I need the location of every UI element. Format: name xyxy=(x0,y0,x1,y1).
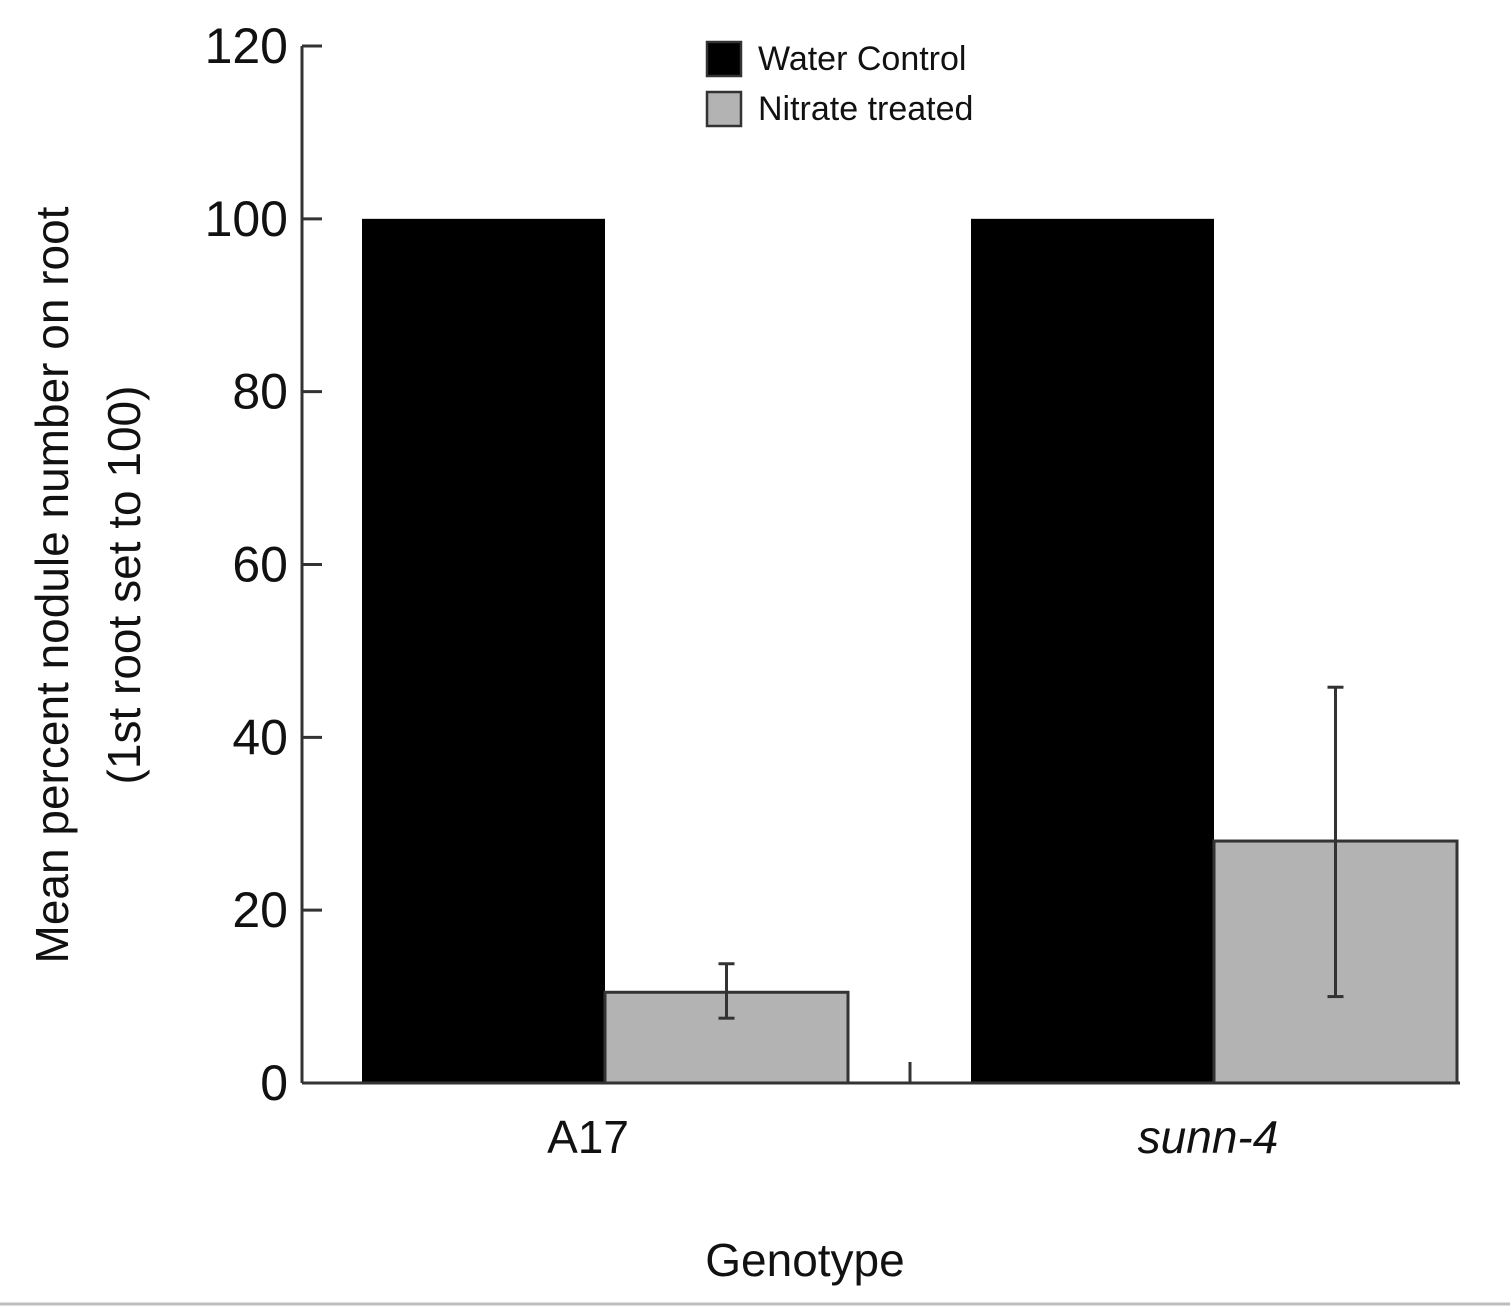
legend-label-water-control: Water Control xyxy=(758,40,966,78)
y-tick-label: 60 xyxy=(232,537,288,593)
y-axis-title-group: Mean percent nodule number on root (1st … xyxy=(26,206,150,963)
y-tick-label: 120 xyxy=(205,18,288,74)
legend-label-nitrate-treated: Nitrate treated xyxy=(758,90,973,128)
y-tick-label: 100 xyxy=(205,191,288,247)
category-label-A17: A17 xyxy=(547,1111,629,1163)
bars xyxy=(362,218,1459,1085)
x-axis-title: Genotype xyxy=(705,1234,904,1286)
x-axis-category-labels: A17 sunn-4 xyxy=(547,1111,1278,1163)
y-tick-label: 20 xyxy=(232,882,288,938)
y-axis-title-line-2: (1st root set to 100) xyxy=(98,386,150,785)
y-tick-label: 0 xyxy=(260,1055,288,1111)
category-label-sunn-4: sunn-4 xyxy=(1138,1111,1279,1163)
legend: Water Control Nitrate treated xyxy=(705,40,973,128)
y-axis-ticks: 0 20 40 60 80 100 120 xyxy=(205,18,322,1111)
y-tick-label: 40 xyxy=(232,709,288,765)
legend-swatch-nitrate-treated xyxy=(705,90,743,128)
y-tick-label: 80 xyxy=(232,364,288,420)
y-axis-title-line-1: Mean percent nodule number on root xyxy=(26,206,78,963)
error-bars xyxy=(718,685,1344,1020)
legend-swatch-water-control xyxy=(705,40,743,78)
bar-water-control-A17 xyxy=(362,218,605,1084)
bar-water-control-sunn-4 xyxy=(971,218,1214,1084)
